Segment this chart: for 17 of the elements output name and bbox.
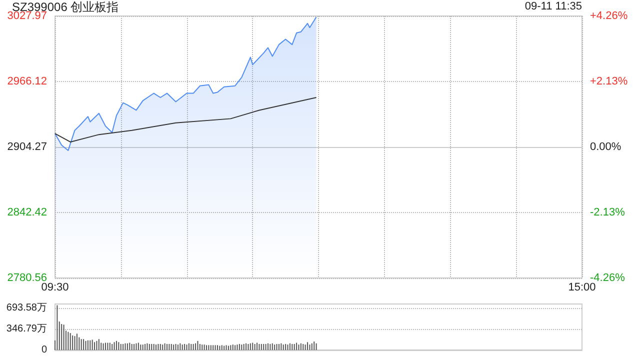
line-series	[54, 97, 317, 142]
y-tick-label: 2966.12	[7, 75, 47, 88]
y-tick-label: 2780.56	[7, 272, 47, 284]
y-tick-label: 2904.27	[7, 140, 47, 153]
y-tick-label: 693.58万	[6, 302, 47, 314]
x-tick-label: 09:30	[41, 282, 69, 294]
y-tick-label: 2842.42	[7, 206, 47, 218]
text: 09-11 11:35	[524, 0, 582, 12]
x-tick-label: 15:00	[568, 282, 596, 294]
y2-tick-label: +2.13%	[590, 76, 628, 88]
y2-tick-label: -2.13%	[590, 206, 626, 218]
y2-tick-label: -4.26%	[590, 272, 626, 284]
y2-tick-label: +4.26%	[590, 10, 628, 22]
y2-tick-label: 0.00%	[590, 141, 622, 153]
y-tick-label: 3027.97	[7, 10, 47, 22]
y-tick-label: 346.79万	[6, 324, 47, 335]
y-tick-label: 0	[41, 344, 48, 356]
